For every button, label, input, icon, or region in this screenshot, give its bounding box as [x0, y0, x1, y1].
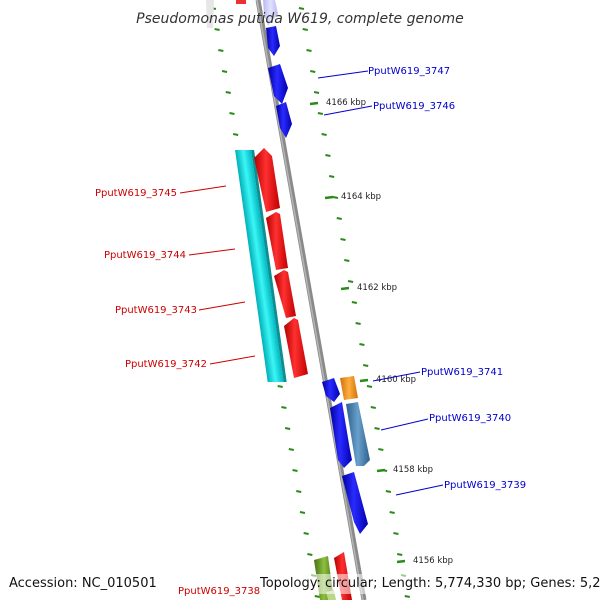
gene-arrow-3741-blue[interactable]	[322, 378, 340, 402]
gene-arrow-3742[interactable]	[284, 318, 308, 378]
page-title: Pseudomonas putida W619, complete genome	[136, 11, 464, 27]
guide-dot	[299, 511, 306, 514]
guide-dot	[328, 175, 335, 178]
guide-dot	[314, 595, 320, 598]
scale-tick-label: 4164 kbp	[341, 192, 381, 202]
footer-backdrop	[256, 574, 600, 594]
guide-dot	[296, 490, 302, 493]
guide-dot	[229, 112, 235, 115]
guide-dot	[225, 91, 231, 94]
guide-dot	[302, 28, 308, 31]
guide-dot	[307, 553, 313, 556]
gene-label-3743[interactable]: PputW619_3743	[115, 305, 197, 316]
guide-dot	[284, 427, 291, 430]
gene-arrow-3745[interactable]	[254, 148, 280, 212]
guide-dot	[310, 70, 316, 73]
gene-label-3744[interactable]: PputW619_3744	[104, 250, 186, 261]
gene-arrow-3744[interactable]	[266, 212, 288, 270]
guide-dot	[336, 217, 342, 220]
guide-dot	[306, 49, 312, 52]
gene-arrow-3741[interactable]	[340, 376, 358, 400]
scale-ticks: 4166 kbp 4164 kbp 4162 kbp 4160 kbp 4158 kbp…	[309, 98, 453, 566]
guide-dot	[366, 385, 373, 388]
guide-dot	[351, 301, 358, 304]
guide-dot	[232, 133, 239, 136]
guide-dot	[385, 490, 392, 493]
gene-arrow-3739[interactable]	[342, 472, 368, 534]
scale-tick	[309, 101, 319, 106]
guide-dot	[332, 196, 339, 199]
guide-dot	[214, 28, 220, 31]
gene-arrow-3747-partial[interactable]	[266, 26, 280, 56]
guide-dot	[321, 133, 327, 136]
guide-dot	[397, 553, 403, 556]
guide-dot	[288, 448, 295, 451]
cyan-feature-edge	[251, 150, 287, 382]
gene-label-3742[interactable]: PputW619_3742	[125, 359, 207, 370]
guide-dot	[313, 91, 320, 94]
guide-dot	[389, 511, 395, 514]
gene-label-3739[interactable]: PputW619_3739	[444, 480, 526, 491]
genome-summary-text: Topology: circular; Length: 5,774,330 bp…	[259, 576, 600, 591]
guide-dot	[344, 259, 350, 262]
pale-feature-top	[206, 0, 278, 28]
guide-dot	[218, 49, 224, 52]
scale-tick-label: 4160 kbp	[376, 375, 416, 385]
gene-label-3747[interactable]: PputW619_3747	[368, 66, 450, 77]
gene-arrow-3740[interactable]	[346, 402, 370, 466]
guide-dot	[303, 532, 309, 535]
gene-label-3740[interactable]: PputW619_3740	[429, 413, 511, 424]
scale-tick-label: 4158 kbp	[393, 465, 433, 475]
scale-tick	[376, 468, 386, 473]
scale-tick-label: 4166 kbp	[326, 98, 366, 108]
guide-dot	[355, 322, 361, 325]
gene-label-leaders	[179, 70, 444, 496]
scale-tick-label: 4162 kbp	[357, 283, 397, 293]
guide-dot	[378, 448, 384, 451]
guide-dot	[221, 70, 228, 73]
guide-dot	[281, 406, 287, 409]
guide-dot	[363, 364, 369, 367]
guide-dot	[340, 238, 346, 241]
genome-backbone-highlight	[256, 0, 364, 600]
scale-tick	[340, 286, 350, 291]
gene-label-3741[interactable]: PputW619_3741	[421, 367, 503, 378]
gene-arrow-3746[interactable]	[276, 102, 292, 138]
guide-dot	[325, 154, 331, 157]
guide-dot	[317, 112, 324, 115]
guide-dot	[298, 7, 305, 10]
guide-dot	[374, 427, 380, 430]
gene-arrow-3740-blue[interactable]	[330, 402, 352, 468]
guide-dot	[277, 385, 283, 388]
gene-label-3746[interactable]: PputW619_3746	[373, 101, 455, 112]
gene-arrow-3747[interactable]	[268, 64, 288, 104]
guide-dot	[359, 343, 365, 346]
guide-dot	[370, 406, 376, 409]
scale-tick	[324, 195, 334, 200]
gene-label-3738[interactable]: PputW619_3738	[178, 586, 260, 597]
genome-backbone	[255, 0, 367, 600]
scale-tick-label: 4156 kbp	[413, 556, 453, 566]
scale-tick	[396, 559, 406, 564]
guide-dot	[404, 595, 410, 598]
accession-text: Accession: NC_010501	[9, 576, 157, 591]
gene-label-3745[interactable]: PputW619_3745	[95, 188, 177, 199]
guide-dot	[393, 532, 399, 535]
scale-tick	[359, 378, 369, 383]
guide-dot	[347, 280, 354, 283]
guide-dot	[292, 469, 298, 472]
gene-arrow-3743[interactable]	[274, 270, 296, 318]
cyan-feature[interactable]	[235, 150, 284, 382]
